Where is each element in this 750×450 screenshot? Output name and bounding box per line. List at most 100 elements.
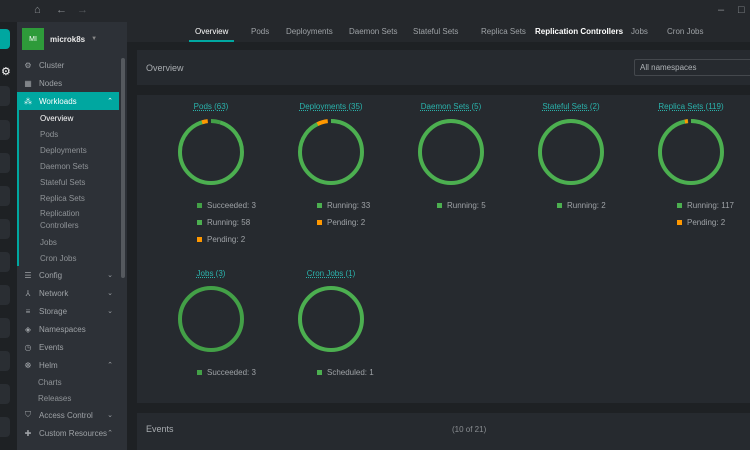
donut-segment-running	[418, 119, 484, 185]
legend-item-running: Running: 117	[677, 197, 750, 214]
hotbar-item[interactable]	[0, 285, 10, 305]
workload-title-link[interactable]: Cron Jobs (1)	[306, 269, 356, 278]
sidebar-scrollbar[interactable]	[121, 58, 125, 278]
sidebar-item-storage[interactable]: ≡ Storage ⌄	[17, 302, 119, 320]
legend-label: Pending: 2	[207, 235, 246, 244]
workload-legend: Succeeded: 3	[151, 364, 271, 381]
tab-stateful-sets[interactable]: Stateful Sets	[413, 27, 459, 36]
hotbar-item[interactable]	[0, 219, 10, 239]
chevron-up-icon[interactable]: ⌃	[107, 362, 113, 369]
tab-pods[interactable]: Pods	[251, 27, 270, 36]
legend-item-pending: Pending: 2	[317, 214, 391, 231]
chevron-up-icon[interactable]: ⌃	[107, 430, 113, 437]
events-title: Events	[146, 424, 174, 434]
sidebar-item-access-control[interactable]: ⛉ Access Control ⌄	[17, 406, 119, 424]
legend-label: Scheduled: 1	[327, 368, 374, 377]
hotbar-item[interactable]	[0, 351, 10, 371]
legend-label: Running: 5	[447, 201, 486, 210]
legend-label: Running: 2	[567, 201, 606, 210]
workload-card: Deployments (35) Running: 33 Pending: 2	[271, 102, 391, 231]
chevron-up-icon[interactable]: ⌃	[107, 98, 113, 105]
sidebar-subitem-jobs[interactable]: Jobs	[40, 237, 57, 247]
donut-segment-running	[298, 119, 364, 185]
donut-segment-succeeded	[178, 286, 244, 352]
chevron-down-icon[interactable]: ⌄	[107, 272, 113, 279]
custom-resources-icon: ✚	[24, 428, 32, 438]
hotbar-item[interactable]	[0, 318, 10, 338]
title-bar: ⌂ ← → – □	[0, 0, 750, 22]
legend-dot	[197, 220, 202, 225]
sidebar-item-label: Access Control	[39, 410, 93, 420]
sidebar-subitem-overview[interactable]: Overview	[40, 113, 74, 123]
legend-item-scheduled: Scheduled: 1	[317, 364, 391, 381]
workload-legend: Succeeded: 3 Running: 58 Pending: 2	[151, 197, 271, 248]
tab-cron-jobs[interactable]: Cron Jobs	[667, 27, 704, 36]
donut-segment-scheduled	[298, 286, 364, 352]
hotbar: ⚙	[0, 22, 17, 450]
sidebar-subitem-daemon-sets[interactable]: Daemon Sets	[40, 161, 89, 171]
sidebar-nav: ⚙ Cluster ▦ Nodes ⁂ Workloads ⌃ Overview Pods Dep…	[17, 56, 119, 442]
chevron-down-icon[interactable]: ⌄	[107, 308, 113, 315]
legend-dot	[317, 203, 322, 208]
minimize-button[interactable]: –	[718, 4, 725, 16]
chevron-down-icon[interactable]: ⌄	[107, 290, 113, 297]
sidebar-subitem-replication-controllers[interactable]: Replication Controllers	[40, 209, 80, 230]
sidebar-item-nodes[interactable]: ▦ Nodes	[17, 74, 119, 92]
sidebar-item-events[interactable]: ◷ Events	[17, 338, 119, 356]
sidebar-subitem-charts[interactable]: Charts	[38, 377, 62, 387]
sidebar-subitem-releases[interactable]: Releases	[38, 393, 72, 403]
sidebar-subitem-deployments[interactable]: Deployments	[40, 145, 87, 155]
donut-segment-pending	[298, 119, 364, 185]
hotbar-item[interactable]	[0, 186, 10, 206]
sidebar-item-namespaces[interactable]: ◈ Namespaces	[17, 320, 119, 338]
events-panel: Events (10 of 21)	[137, 413, 750, 450]
tab-daemon-sets[interactable]: Daemon Sets	[349, 27, 398, 36]
cluster-selector[interactable]: MI microk8s ▼	[22, 28, 97, 50]
events-count: (10 of 21)	[452, 425, 487, 434]
hotbar-item[interactable]	[0, 86, 10, 106]
tab-jobs[interactable]: Jobs	[631, 27, 648, 36]
tab-replica-sets[interactable]: Replica Sets	[481, 27, 526, 36]
sidebar-subitem-replica-sets[interactable]: Replica Sets	[40, 193, 85, 203]
workload-title-link[interactable]: Jobs (3)	[196, 269, 226, 278]
hotbar-item[interactable]	[0, 417, 10, 437]
workload-title-link[interactable]: Stateful Sets (2)	[542, 102, 600, 111]
workload-title-link[interactable]: Deployments (35)	[299, 102, 363, 111]
workload-donut-chart	[178, 286, 244, 352]
hotbar-item[interactable]	[0, 120, 10, 140]
hotbar-item[interactable]	[0, 384, 10, 404]
gear-icon[interactable]: ⚙	[1, 66, 11, 78]
arrow-left-icon[interactable]: ←	[56, 4, 67, 16]
hotbar-item[interactable]	[0, 153, 10, 173]
workload-title-link[interactable]: Replica Sets (119)	[658, 102, 724, 111]
maximize-button[interactable]: □	[738, 4, 745, 16]
sidebar-subitem-cron-jobs[interactable]: Cron Jobs	[40, 253, 77, 263]
tab-replication-controllers[interactable]: Replication Controllers	[535, 27, 624, 36]
sidebar-subitem-pods[interactable]: Pods	[40, 129, 59, 139]
sidebar-item-label: Network	[39, 288, 69, 298]
sidebar-item-network[interactable]: ⅄ Network ⌄	[17, 284, 119, 302]
sidebar-item-workloads[interactable]: ⁂ Workloads ⌃	[17, 92, 119, 110]
tab-deployments[interactable]: Deployments	[286, 27, 333, 36]
donut-segment-running	[538, 119, 604, 185]
hotbar-item[interactable]	[0, 252, 10, 272]
sidebar-item-config[interactable]: ☰ Config ⌄	[17, 266, 119, 284]
legend-label: Pending: 2	[687, 218, 726, 227]
namespaces-icon: ◈	[24, 324, 32, 334]
sidebar-item-custom-resources[interactable]: ✚ Custom Resources ⌃	[17, 424, 119, 442]
legend-dot	[197, 203, 202, 208]
namespace-select[interactable]: All namespaces ⌄	[634, 59, 750, 76]
workload-title-link[interactable]: Pods (63)	[193, 102, 229, 111]
workload-donut-chart	[298, 119, 364, 185]
home-icon[interactable]: ⌂	[34, 4, 41, 16]
sidebar-subitem-stateful-sets[interactable]: Stateful Sets	[40, 177, 86, 187]
chevron-down-icon[interactable]: ⌄	[107, 412, 113, 419]
sidebar-item-helm[interactable]: ☸ Helm ⌃	[17, 356, 119, 374]
sidebar-item-cluster[interactable]: ⚙ Cluster	[17, 56, 119, 74]
tab-overview[interactable]: Overview	[189, 22, 235, 42]
hotbar-cluster-active[interactable]	[0, 29, 10, 49]
workload-title-link[interactable]: Daemon Sets (5)	[420, 102, 482, 111]
sidebar-item-label: Cluster	[39, 60, 65, 70]
arrow-right-icon[interactable]: →	[77, 4, 88, 16]
legend-dot	[557, 203, 562, 208]
